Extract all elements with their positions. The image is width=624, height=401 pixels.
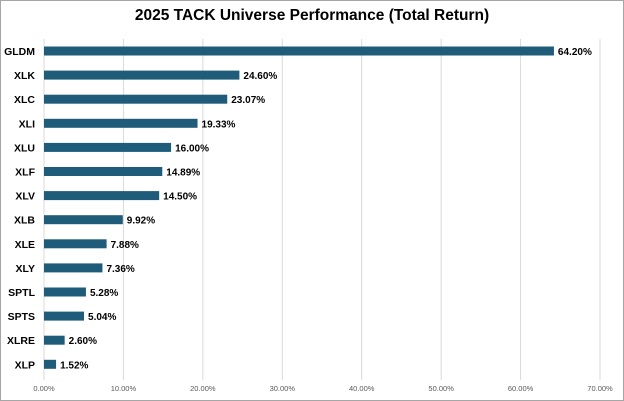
bar bbox=[44, 94, 228, 104]
category-label: XLP bbox=[15, 359, 35, 371]
value-label: 7.36% bbox=[106, 264, 134, 275]
value-label: 14.89% bbox=[166, 168, 200, 179]
x-tick-label: 0.00% bbox=[33, 384, 55, 393]
category-label: XLK bbox=[14, 70, 35, 82]
bar bbox=[44, 287, 86, 297]
bar bbox=[44, 311, 85, 321]
value-label: 19.33% bbox=[202, 119, 236, 130]
value-label: 7.88% bbox=[111, 240, 139, 251]
bar bbox=[44, 335, 65, 345]
category-label: XLB bbox=[14, 215, 35, 227]
bar bbox=[44, 167, 163, 176]
category-label: SPTS bbox=[8, 311, 35, 323]
bar bbox=[44, 70, 240, 80]
value-label: 23.07% bbox=[231, 95, 265, 106]
category-label: XLU bbox=[14, 142, 35, 154]
category-label: XLV bbox=[15, 191, 35, 203]
x-tick-label: 30.00% bbox=[270, 384, 296, 393]
x-tick-label: 60.00% bbox=[508, 384, 534, 393]
value-label: 9.92% bbox=[127, 216, 155, 227]
x-tick-label: 10.00% bbox=[111, 384, 137, 393]
chart-title: 2025 TACK Universe Performance (Total Re… bbox=[134, 7, 490, 24]
value-label: 5.04% bbox=[88, 312, 116, 323]
bar bbox=[44, 359, 57, 369]
x-tick-label: 40.00% bbox=[349, 384, 375, 393]
x-tick-label: 20.00% bbox=[190, 384, 216, 393]
bar bbox=[44, 239, 107, 249]
value-label: 16.00% bbox=[175, 143, 209, 154]
category-label: XLF bbox=[15, 167, 35, 179]
category-label: XLRE bbox=[7, 335, 35, 347]
bar bbox=[44, 215, 123, 225]
bar bbox=[44, 142, 172, 152]
category-label: GLDM bbox=[4, 46, 35, 58]
value-label: 2.60% bbox=[69, 336, 97, 347]
value-label: 5.28% bbox=[90, 288, 118, 299]
category-label: SPTL bbox=[8, 287, 35, 299]
bar bbox=[44, 46, 554, 56]
category-label: XLE bbox=[15, 239, 35, 251]
bar bbox=[44, 263, 103, 273]
x-tick-label: 70.00% bbox=[587, 384, 613, 393]
bar bbox=[44, 118, 198, 128]
bar bbox=[44, 191, 160, 201]
category-label: XLI bbox=[19, 118, 35, 130]
category-label: XLC bbox=[14, 94, 35, 106]
value-label: 14.50% bbox=[163, 192, 197, 203]
value-label: 64.20% bbox=[558, 47, 592, 58]
value-label: 24.60% bbox=[243, 71, 277, 82]
category-label: XLY bbox=[16, 263, 35, 275]
value-label: 1.52% bbox=[60, 360, 88, 371]
x-tick-label: 50.00% bbox=[428, 384, 454, 393]
